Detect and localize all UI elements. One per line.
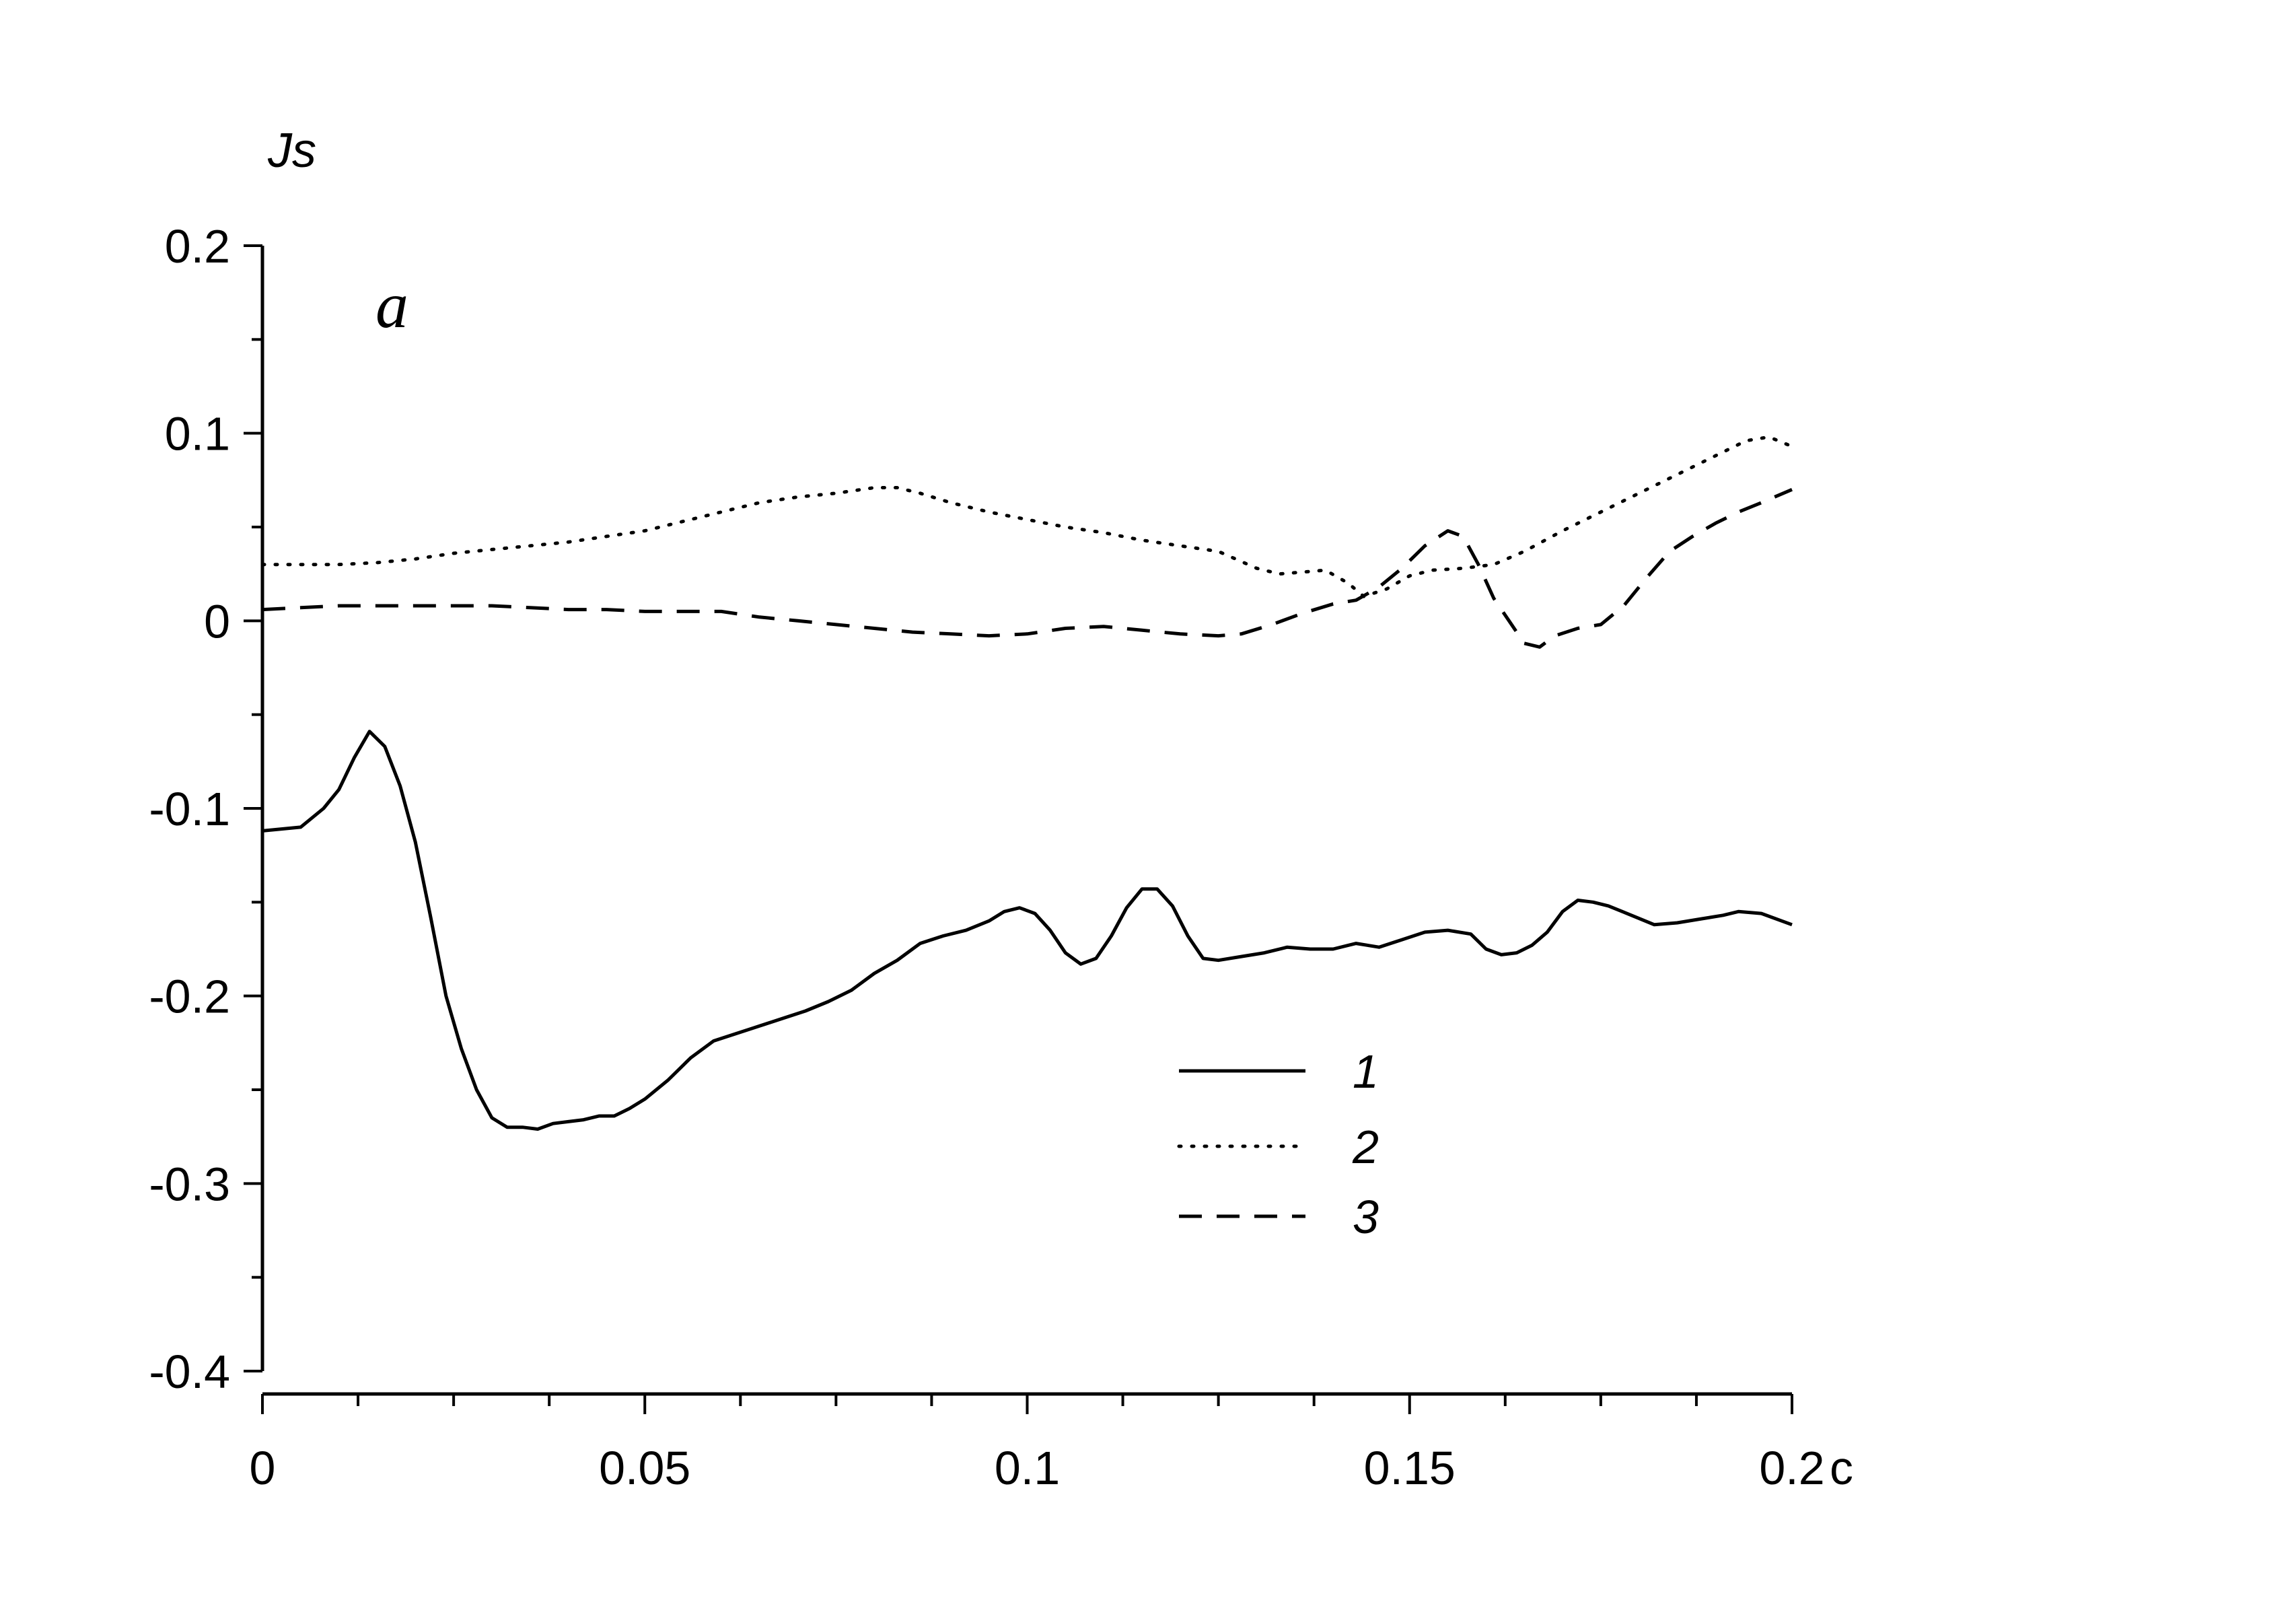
x-axis-unit: c <box>1830 1442 1853 1494</box>
panel-label: a <box>375 269 408 342</box>
x-tick-label: 0.1 <box>995 1442 1060 1494</box>
x-tick-label: 0.2 <box>1759 1442 1824 1494</box>
tick-labels: 0.2 0.1 0 -0.1 -0.2 -0.3 -0.4 0 0.05 0.1 0.15 0.2 <box>149 220 1824 1494</box>
legend-label-1: 1 <box>1353 1045 1379 1098</box>
y-axis-title: Js <box>267 124 316 178</box>
y-tick-label: 0.1 <box>165 408 230 460</box>
series-2-line <box>260 435 1794 598</box>
ticks <box>244 244 1793 1414</box>
y-tick-label: -0.2 <box>149 971 230 1023</box>
series-layer <box>260 435 1794 1131</box>
legend-label-3: 3 <box>1353 1191 1379 1243</box>
y-tick-label: -0.3 <box>149 1158 230 1210</box>
y-tick-label: -0.4 <box>149 1346 230 1398</box>
y-tick-label: -0.1 <box>149 783 230 835</box>
legend: 1 2 3 <box>1177 1045 1379 1243</box>
series-3-line <box>262 488 1793 649</box>
x-tick-label: 0 <box>250 1442 276 1494</box>
y-tick-label: 0 <box>204 595 230 648</box>
axes <box>260 246 1792 1396</box>
x-tick-label: 0.15 <box>1364 1442 1456 1494</box>
legend-label-2: 2 <box>1352 1121 1379 1173</box>
y-tick-label: 0.2 <box>165 220 230 273</box>
x-tick-label: 0.05 <box>599 1442 690 1494</box>
series-1-line <box>262 730 1793 1131</box>
